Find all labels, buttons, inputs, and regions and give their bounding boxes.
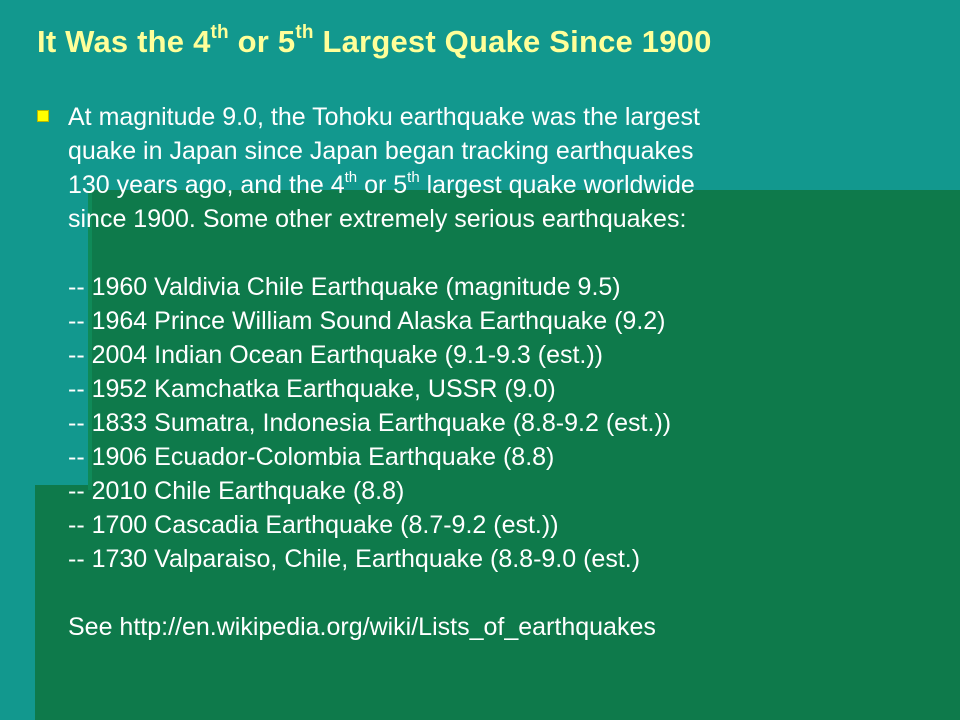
slide-title: It Was the 4th or 5th Largest Quake Sinc… [37, 21, 712, 60]
title-middle: or 5 [228, 24, 296, 59]
title-superscript-1: th [210, 21, 229, 43]
list-item: -- 1906 Ecuador-Colombia Earthquake (8.8… [68, 443, 555, 471]
background-block-upper [90, 190, 960, 720]
intro-superscript-2: th [407, 168, 420, 186]
earthquake-list: -- 1960 Valdivia Chile Earthquake (magni… [68, 270, 948, 576]
list-item: -- 1700 Cascadia Earthquake (8.7-9.2 (es… [68, 511, 559, 539]
intro-line-3-part-c: largest quake worldwide [419, 171, 695, 199]
list-item: -- 1964 Prince William Sound Alaska Eart… [68, 307, 666, 335]
intro-line-1: At magnitude 9.0, the Tohoku earthquake … [68, 103, 700, 131]
title-superscript-2: th [295, 21, 314, 43]
intro-line-3: 130 years ago, and the 4th or 5th larges… [68, 168, 948, 202]
list-item: -- 1730 Valparaiso, Chile, Earthquake (8… [68, 545, 641, 573]
list-item: -- 2010 Chile Earthquake (8.8) [68, 477, 405, 505]
list-item: -- 1833 Sumatra, Indonesia Earthquake (8… [68, 409, 672, 437]
list-item: -- 1952 Kamchatka Earthquake, USSR (9.0) [68, 375, 556, 403]
square-bullet-icon [37, 110, 49, 122]
background-edge-stripe [88, 190, 92, 490]
see-also-link: See http://en.wikipedia.org/wiki/Lists_o… [68, 613, 656, 641]
intro-line-3-part-b: or 5 [357, 171, 408, 199]
slide-body: At magnitude 9.0, the Tohoku earthquake … [68, 100, 948, 644]
spacer [68, 236, 948, 270]
background-block-lower [35, 485, 95, 720]
list-item: -- 1960 Valdivia Chile Earthquake (magni… [68, 273, 621, 301]
intro-superscript-1: th [344, 168, 358, 186]
title-suffix: Largest Quake Since 1900 [313, 24, 712, 59]
intro-line-4: since 1900. Some other extremely serious… [68, 205, 687, 233]
intro-line-2: quake in Japan since Japan began trackin… [68, 137, 694, 165]
intro-line-3-part-a: 130 years ago, and the 4 [68, 171, 345, 199]
title-prefix: It Was the 4 [37, 24, 211, 59]
list-item: -- 2004 Indian Ocean Earthquake (9.1-9.3… [68, 341, 604, 369]
spacer [68, 576, 948, 610]
